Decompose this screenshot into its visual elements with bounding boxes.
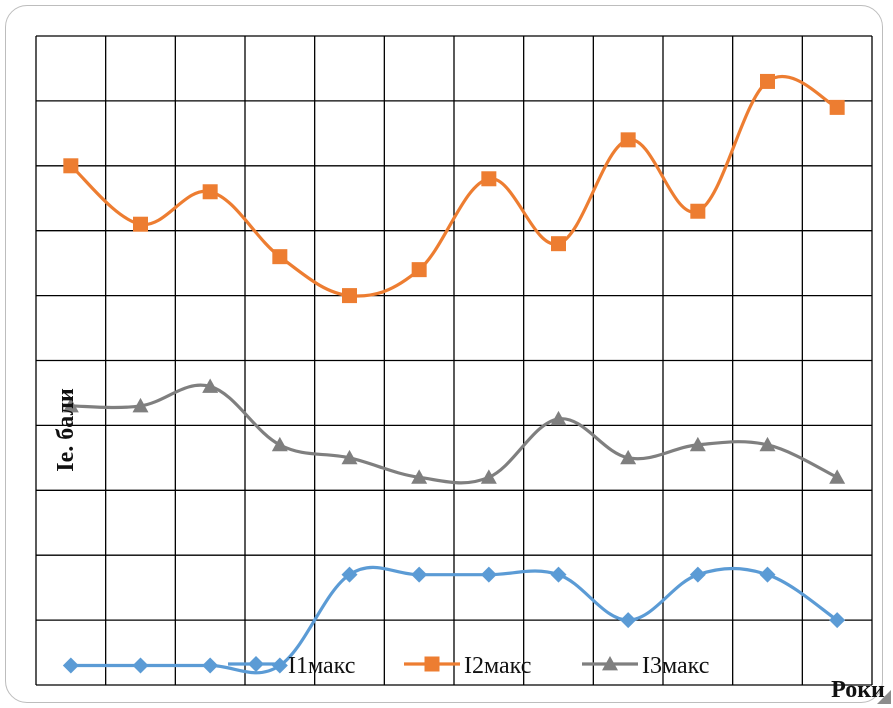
data-point: [759, 436, 776, 452]
legend-label: І2макс: [464, 653, 531, 679]
data-point: [341, 449, 358, 465]
data-point: [829, 469, 846, 484]
data-point: [551, 236, 566, 252]
data-point: [690, 203, 706, 219]
data-point: [689, 566, 706, 583]
gridlines: [35, 35, 873, 686]
data-point: [133, 216, 148, 232]
data-point: [272, 249, 288, 265]
data-point: [550, 410, 567, 426]
data-point: [62, 657, 79, 674]
data-point: [689, 436, 706, 452]
data-point: [620, 449, 637, 465]
data-point: [480, 469, 497, 484]
y-axis-title: Іе. бали: [53, 388, 79, 472]
data-point: [829, 612, 846, 629]
data-point: [620, 612, 637, 629]
resize-corner-icon: [877, 690, 891, 704]
series-1: [62, 565, 846, 675]
legend-marker-icon: [424, 656, 440, 672]
data-point: [550, 566, 567, 583]
series-layer: [62, 73, 846, 675]
data-point: [829, 99, 845, 115]
series-2: [63, 73, 845, 304]
data-point: [202, 184, 218, 200]
series-3: [62, 378, 846, 485]
data-point: [202, 657, 219, 674]
data-point: [271, 436, 288, 452]
data-point: [411, 469, 428, 484]
legend-label: І3макс: [642, 653, 709, 679]
data-point: [132, 657, 149, 674]
data-point: [760, 73, 775, 89]
data-point: [202, 378, 219, 393]
data-point: [481, 171, 497, 187]
data-point: [411, 262, 427, 278]
data-point: [62, 397, 79, 413]
legend-label: І1макс: [288, 653, 355, 679]
legend-item: І1макс: [228, 653, 355, 679]
x-axis-title: Роки: [831, 677, 885, 703]
data-point: [759, 566, 776, 583]
legend: І1макс І2макс І3макс: [228, 653, 709, 679]
legend-marker-icon: [248, 656, 264, 672]
data-point: [342, 288, 357, 304]
chart-frame: [5, 5, 883, 703]
data-point: [480, 566, 497, 583]
legend-item: І2макс: [404, 653, 531, 679]
data-point: [411, 566, 428, 583]
data-point: [341, 566, 358, 583]
data-point: [132, 397, 149, 413]
data-point: [63, 158, 79, 174]
legend-item: І3макс: [582, 653, 709, 679]
data-point: [620, 132, 636, 148]
legend-marker-icon: [602, 656, 618, 671]
